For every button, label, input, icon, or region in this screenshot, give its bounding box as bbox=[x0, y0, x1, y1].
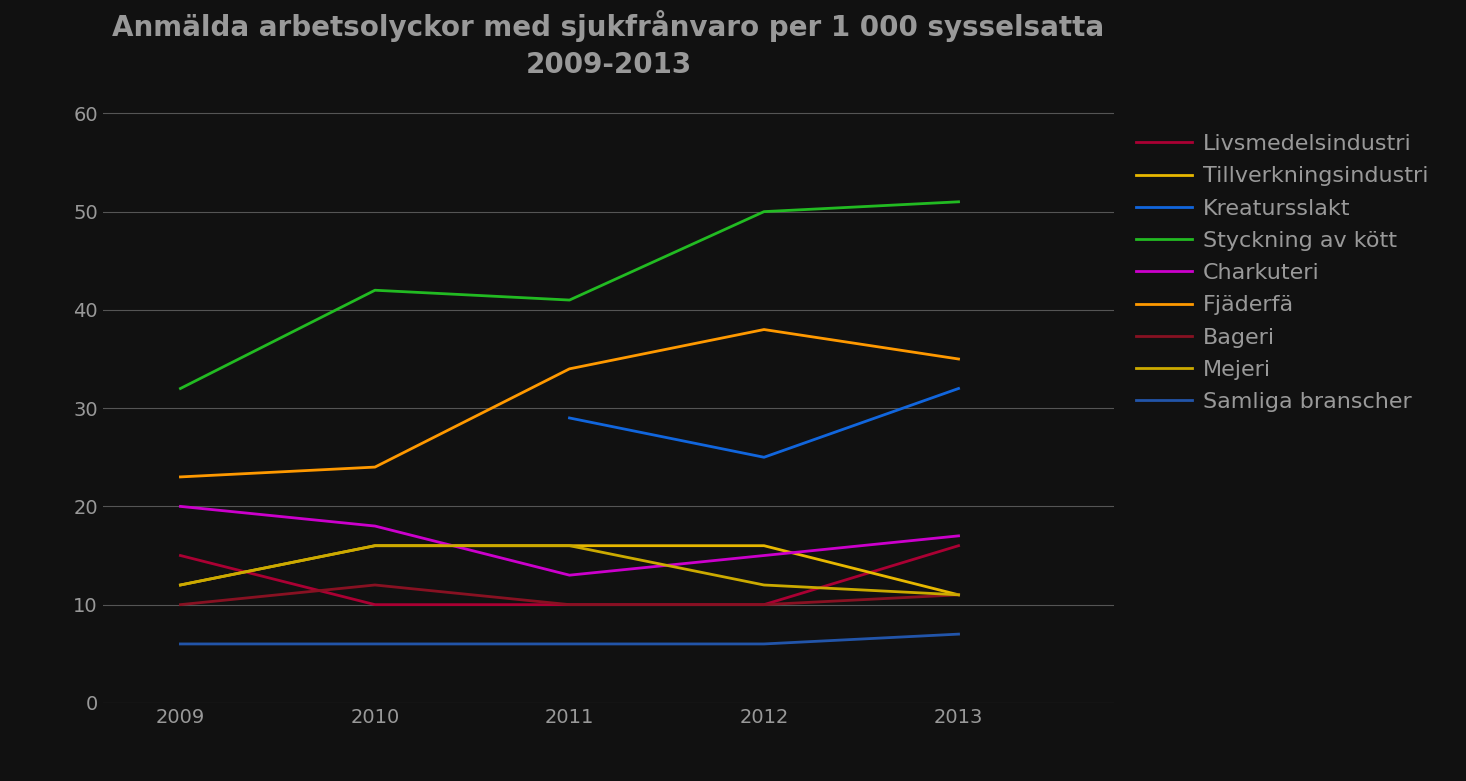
Legend: Livsmedelsindustri, Tillverkningsindustri, Kreatursslakt, Styckning av kött, Cha: Livsmedelsindustri, Tillverkningsindustr… bbox=[1126, 123, 1440, 423]
Samliga branscher bbox=[950, 629, 968, 639]
Samliga branscher bbox=[560, 640, 578, 649]
Mejeri bbox=[755, 580, 773, 590]
Bageri bbox=[950, 590, 968, 600]
Fjäderfä bbox=[366, 462, 384, 472]
Fjäderfä bbox=[950, 355, 968, 364]
Line: Mejeri: Mejeri bbox=[180, 546, 959, 595]
Styckning av kött bbox=[366, 286, 384, 295]
Line: Samliga branscher: Samliga branscher bbox=[180, 634, 959, 644]
Charkuteri bbox=[560, 570, 578, 580]
Tillverkningsindustri bbox=[755, 541, 773, 551]
Line: Livsmedelsindustri: Livsmedelsindustri bbox=[180, 546, 959, 604]
Tillverkningsindustri bbox=[172, 580, 189, 590]
Kreatursslakt bbox=[755, 452, 773, 462]
Fjäderfä bbox=[560, 364, 578, 373]
Kreatursslakt bbox=[560, 413, 578, 423]
Mejeri bbox=[560, 541, 578, 551]
Samliga branscher bbox=[172, 640, 189, 649]
Line: Fjäderfä: Fjäderfä bbox=[180, 330, 959, 477]
Line: Tillverkningsindustri: Tillverkningsindustri bbox=[180, 546, 959, 595]
Line: Kreatursslakt: Kreatursslakt bbox=[569, 388, 959, 457]
Line: Charkuteri: Charkuteri bbox=[180, 506, 959, 575]
Fjäderfä bbox=[755, 325, 773, 334]
Charkuteri bbox=[172, 501, 189, 511]
Styckning av kött bbox=[950, 197, 968, 206]
Charkuteri bbox=[366, 522, 384, 531]
Bageri bbox=[560, 600, 578, 609]
Samliga branscher bbox=[366, 640, 384, 649]
Styckning av kött bbox=[172, 383, 189, 393]
Livsmedelsindustri bbox=[950, 541, 968, 551]
Charkuteri bbox=[755, 551, 773, 560]
Livsmedelsindustri bbox=[560, 600, 578, 609]
Styckning av kött bbox=[560, 295, 578, 305]
Bageri bbox=[755, 600, 773, 609]
Tillverkningsindustri bbox=[366, 541, 384, 551]
Mejeri bbox=[172, 580, 189, 590]
Bageri bbox=[172, 600, 189, 609]
Styckning av kött bbox=[755, 207, 773, 216]
Livsmedelsindustri bbox=[172, 551, 189, 560]
Mejeri bbox=[950, 590, 968, 600]
Tillverkningsindustri bbox=[950, 590, 968, 600]
Title: Anmälda arbetsolyckor med sjukfrånvaro per 1 000 sysselsatta
2009-2013: Anmälda arbetsolyckor med sjukfrånvaro p… bbox=[113, 10, 1104, 79]
Tillverkningsindustri bbox=[560, 541, 578, 551]
Mejeri bbox=[366, 541, 384, 551]
Samliga branscher bbox=[755, 640, 773, 649]
Line: Bageri: Bageri bbox=[180, 585, 959, 604]
Charkuteri bbox=[950, 531, 968, 540]
Line: Styckning av kött: Styckning av kött bbox=[180, 201, 959, 388]
Livsmedelsindustri bbox=[755, 600, 773, 609]
Kreatursslakt bbox=[950, 383, 968, 393]
Livsmedelsindustri bbox=[366, 600, 384, 609]
Bageri bbox=[366, 580, 384, 590]
Fjäderfä bbox=[172, 473, 189, 482]
